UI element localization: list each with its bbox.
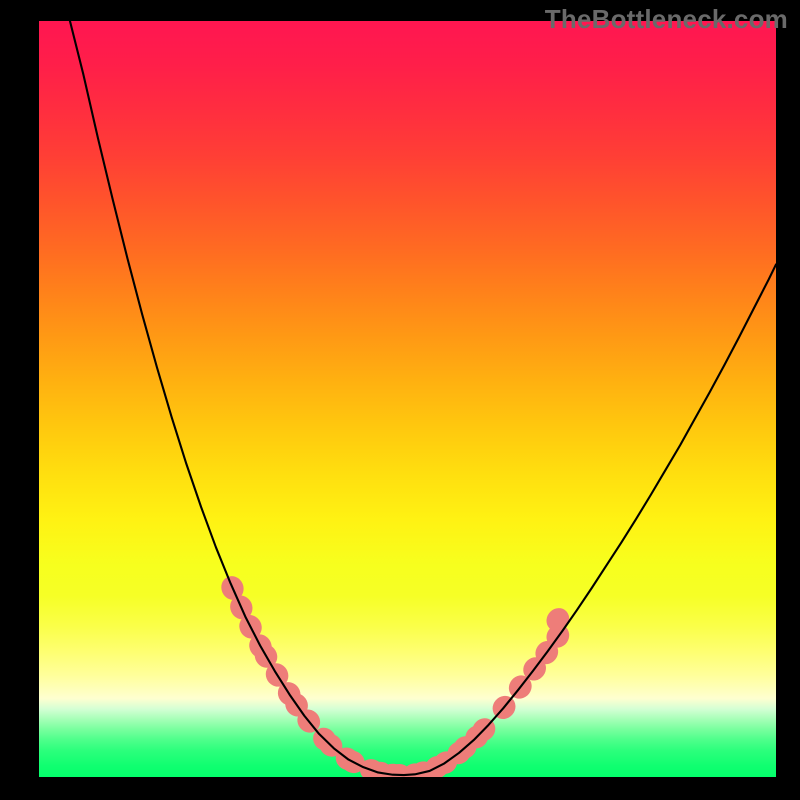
bottleneck-chart [0, 0, 800, 800]
chart-stage: TheBottleneck.com [0, 0, 800, 800]
plot-background [39, 21, 776, 777]
watermark-text: TheBottleneck.com [545, 4, 788, 35]
